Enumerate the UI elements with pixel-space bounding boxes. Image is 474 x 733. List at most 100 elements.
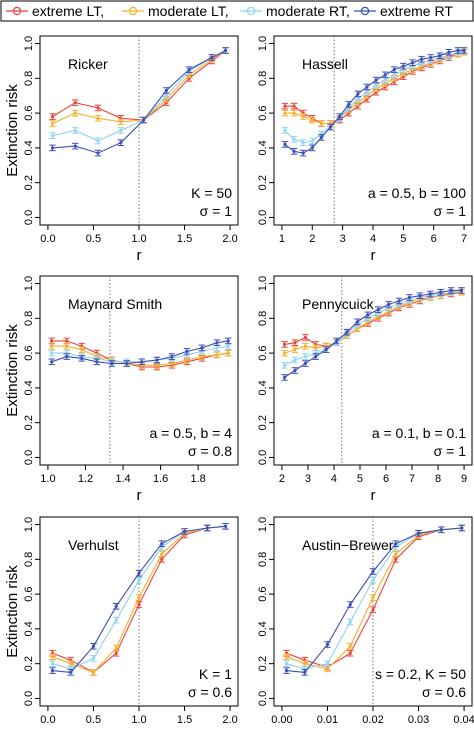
data-point [292, 149, 296, 153]
panel-title: Ricker [68, 56, 108, 72]
x-tick-label: 3 [305, 473, 311, 485]
y-tick-label: 0.6 [23, 105, 35, 120]
y-tick-label: 0.2 [23, 656, 35, 671]
x-tick-label: 7 [461, 233, 467, 245]
data-point [73, 128, 77, 133]
y-tick-label: 0.2 [257, 415, 269, 430]
panel-annotation: K = 50 [191, 185, 232, 201]
legend-swatch-marker [246, 6, 256, 16]
data-point [284, 662, 289, 666]
x-tick-label: 0.01 [317, 714, 338, 726]
data-point [371, 569, 375, 574]
x-tick-label: 0.04 [453, 714, 474, 726]
data-point [355, 320, 359, 324]
data-point [69, 662, 73, 666]
data-point [119, 128, 123, 133]
data-point [397, 299, 401, 303]
panel-annotation: σ = 1 [434, 443, 467, 459]
data-point [366, 313, 370, 317]
y-axis-label: Extinction risk [4, 324, 21, 417]
y-tick-label: 0.8 [257, 71, 269, 86]
data-point [160, 542, 164, 546]
data-point [170, 354, 174, 359]
data-point [348, 602, 352, 607]
y-tick-label: 0.0 [257, 450, 269, 465]
legend-swatch-marker [12, 6, 22, 16]
data-point [394, 557, 398, 561]
data-point [394, 542, 398, 546]
data-point [96, 106, 100, 110]
data-point [348, 651, 352, 655]
data-point [164, 88, 168, 93]
data-point [91, 670, 96, 674]
data-point [96, 139, 100, 143]
data-point [182, 529, 187, 534]
data-point [392, 73, 396, 77]
data-point [314, 346, 318, 350]
data-point [155, 358, 159, 362]
y-tick-label: 0.4 [23, 380, 35, 395]
panel-title: Verhulst [68, 537, 119, 553]
legend-label: extreme RT [380, 3, 453, 19]
data-point [65, 344, 69, 348]
x-tick-label: 1.6 [153, 473, 168, 485]
data-point [91, 656, 96, 661]
data-point [301, 141, 305, 145]
x-tick-label: 1.8 [191, 473, 206, 485]
data-point [282, 375, 287, 380]
data-point [293, 368, 297, 373]
data-point [282, 351, 287, 355]
data-point [462, 48, 466, 53]
y-tick-label: 0.2 [23, 415, 35, 430]
data-point [371, 608, 375, 612]
x-tick-label: 3 [340, 233, 346, 245]
data-point [155, 363, 159, 367]
y-tick-label: 0.0 [23, 210, 35, 225]
data-point [50, 114, 55, 119]
data-point [226, 351, 230, 355]
legend: extreme LT, moderate LT, moderate RT, extre… [0, 0, 474, 22]
legend-label: moderate RT, [266, 3, 350, 19]
y-tick-label: 0.6 [257, 345, 269, 360]
data-point [356, 92, 360, 96]
data-point [456, 48, 460, 53]
data-point [439, 528, 443, 532]
y-tick-label: 0.8 [23, 71, 35, 86]
data-point [383, 73, 387, 77]
data-point [293, 358, 297, 362]
data-point [401, 64, 405, 68]
data-point [449, 288, 453, 293]
data-point [284, 669, 289, 673]
x-tick-label: 0.0 [40, 233, 55, 245]
data-point [301, 151, 305, 155]
x-axis-label: r [371, 487, 376, 504]
data-point [114, 646, 118, 650]
data-point [394, 552, 398, 556]
data-point [348, 620, 352, 624]
x-tick-label: 4 [370, 233, 376, 245]
data-point [50, 669, 55, 673]
y-tick-label: 0.4 [257, 140, 269, 155]
data-point [439, 290, 443, 294]
data-point [283, 142, 287, 147]
data-point [387, 302, 391, 307]
data-point [293, 348, 297, 352]
data-point [200, 354, 204, 359]
y-tick-label: 0.6 [23, 345, 35, 360]
y-tick-label: 0.8 [23, 552, 35, 567]
data-point [50, 339, 54, 343]
data-point [447, 50, 451, 54]
data-point [95, 360, 99, 364]
y-tick-label: 1.0 [23, 276, 35, 291]
data-point [438, 54, 442, 58]
panel-annotation: K = 1 [199, 666, 232, 682]
panel-annotation: a = 0.1, b = 0.1 [372, 425, 466, 441]
y-tick-label: 0.8 [257, 311, 269, 326]
y-tick-label: 0.0 [257, 691, 269, 706]
y-tick-label: 0.4 [23, 140, 35, 155]
panel-title: Austin−Brewer [302, 537, 394, 553]
y-tick-label: 0.4 [257, 621, 269, 636]
data-point [50, 351, 54, 355]
x-tick-label: 6 [383, 473, 389, 485]
